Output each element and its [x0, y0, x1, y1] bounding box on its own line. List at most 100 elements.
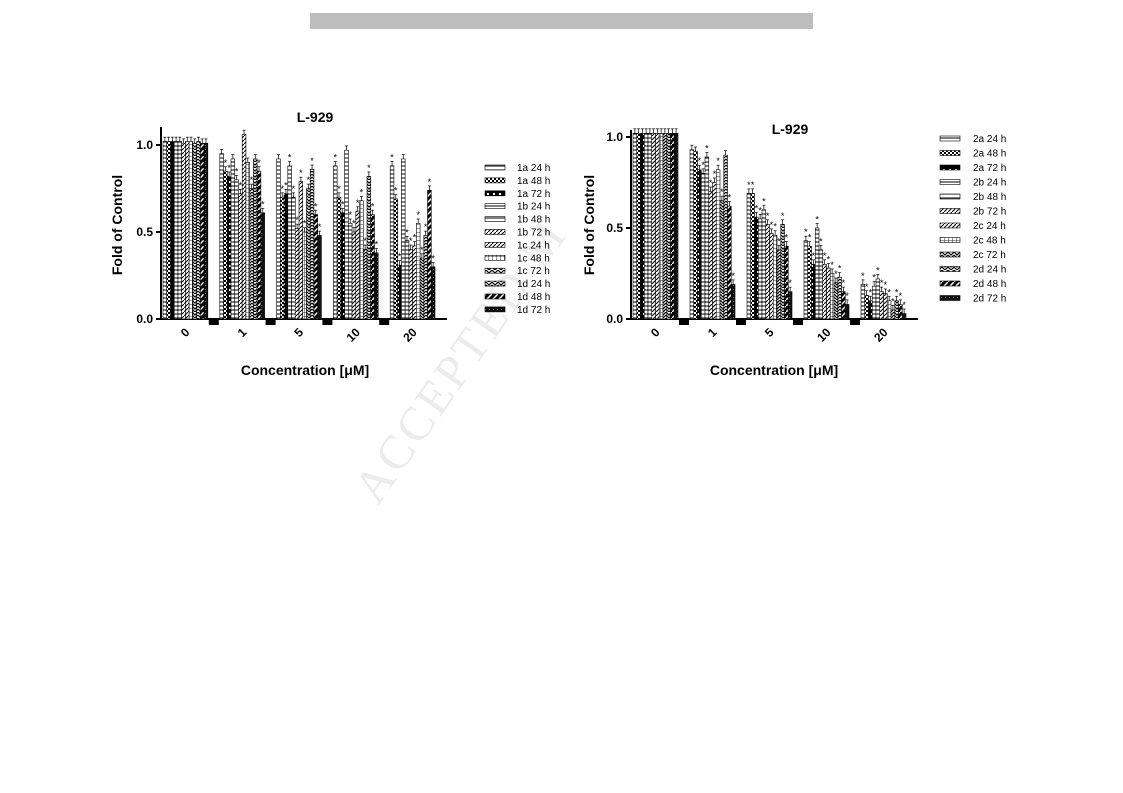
x-tick-label: 1 — [705, 325, 720, 340]
y-tick-label: 0.5 — [136, 225, 153, 239]
y-axis-label: Fold of Control — [581, 175, 597, 275]
bar — [359, 200, 364, 320]
axis-break — [793, 320, 803, 325]
significance-mark: * — [899, 291, 903, 301]
bar — [811, 264, 816, 320]
significance-mark: * — [341, 200, 345, 210]
bar — [689, 149, 695, 320]
bar — [196, 141, 201, 320]
bar — [662, 133, 668, 320]
legend-swatch — [939, 222, 961, 229]
significance-mark: * — [288, 153, 292, 163]
x-tick-label: 1 — [235, 325, 250, 340]
legend-swatch — [484, 280, 506, 287]
header-bar — [310, 13, 813, 29]
significance-mark: * — [356, 198, 360, 208]
legend-swatch — [939, 208, 961, 214]
significance-mark: * — [815, 214, 819, 224]
bar — [302, 231, 307, 320]
bar — [769, 233, 774, 320]
legend-swatch — [939, 251, 961, 258]
legend-label: 1c 48 h — [517, 253, 550, 264]
significance-mark: * — [390, 153, 394, 163]
y-tick-label: 1.0 — [136, 138, 153, 152]
bar — [636, 133, 641, 320]
significance-mark: * — [363, 236, 367, 246]
legend-swatch — [484, 293, 506, 300]
significance-mark: * — [812, 251, 816, 261]
legend-label: 1a 48 h — [517, 176, 550, 187]
chart-left: L-929 0.0 0.5 1.0 Fold of Control Concentrati… — [109, 109, 550, 378]
significance-mark: * — [318, 222, 322, 232]
significance-mark: * — [880, 278, 884, 288]
bar — [643, 133, 649, 320]
y-tick-label: 0.0 — [136, 312, 153, 326]
significance-mark: * — [876, 265, 880, 275]
bar — [844, 304, 850, 320]
bar — [230, 158, 236, 320]
bar — [241, 134, 247, 320]
bar — [162, 141, 168, 320]
significance-mark: * — [895, 287, 899, 297]
bar — [309, 169, 315, 320]
significance-mark: * — [295, 215, 299, 225]
bar — [253, 158, 258, 320]
bar — [894, 300, 899, 320]
significance-mark: * — [250, 175, 254, 185]
bar — [173, 141, 179, 320]
bar — [234, 179, 239, 320]
bar — [245, 162, 250, 320]
bar — [397, 264, 402, 320]
bar — [419, 257, 425, 320]
bar — [829, 273, 835, 320]
bar — [697, 169, 702, 320]
significance-mark: * — [405, 227, 409, 237]
legend-label: 1a 24 h — [517, 163, 550, 174]
y-tick-label: 0.5 — [606, 221, 623, 235]
x-tick-label: 20 — [400, 325, 420, 345]
significance-mark: * — [314, 201, 318, 211]
bar — [185, 141, 190, 320]
legend-swatch — [939, 280, 961, 287]
bar — [336, 196, 342, 320]
legend-swatch — [939, 150, 961, 156]
legend-label: 2d 24 h — [973, 265, 1006, 276]
legend-label: 2d 72 h — [973, 294, 1006, 305]
bar — [306, 188, 311, 320]
significance-mark: * — [887, 287, 891, 297]
significance-mark: * — [819, 236, 823, 246]
significance-mark: * — [713, 169, 717, 179]
bar — [700, 173, 706, 320]
chart-title: L-929 — [772, 121, 809, 137]
bar — [670, 133, 675, 320]
legend-swatch — [484, 242, 506, 248]
bar — [723, 154, 728, 320]
bar — [730, 284, 736, 320]
bar — [757, 218, 763, 320]
significance-mark: * — [842, 278, 846, 288]
axis-break — [679, 320, 689, 325]
legend-label: 1d 72 h — [517, 305, 550, 316]
bar — [344, 149, 349, 320]
bar — [712, 182, 717, 320]
significance-mark: * — [375, 240, 379, 250]
legend-label: 2c 48 h — [973, 236, 1006, 247]
significance-mark: * — [701, 160, 705, 170]
significance-mark: * — [777, 236, 781, 246]
y-axis-label: Fold of Control — [109, 175, 125, 275]
bar — [355, 210, 360, 320]
significance-mark: * — [705, 143, 709, 153]
x-tick-label: 10 — [814, 325, 834, 345]
bar — [655, 133, 660, 320]
bar — [833, 282, 839, 320]
significance-mark: * — [845, 291, 849, 301]
bar — [362, 249, 368, 320]
bar — [256, 170, 262, 320]
significance-mark: * — [720, 187, 724, 197]
y-tick-label: 0.0 — [606, 312, 623, 326]
bar — [890, 309, 896, 320]
significance-mark: * — [371, 201, 375, 211]
legend-swatch — [484, 255, 506, 261]
axis-break — [850, 320, 860, 325]
